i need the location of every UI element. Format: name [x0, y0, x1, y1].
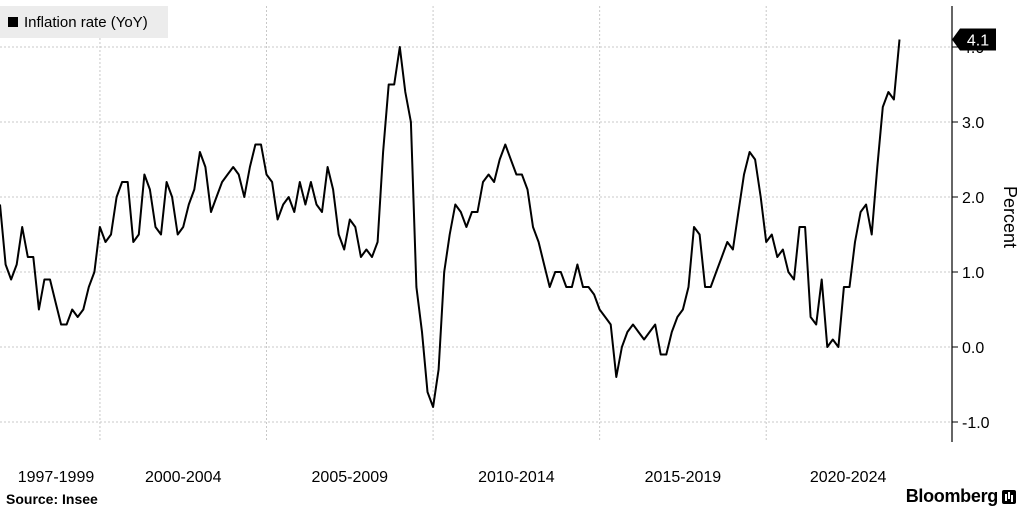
- y-axis: 4.03.02.01.00.0-1.0: [951, 6, 990, 442]
- y-tick-label: 1.0: [962, 265, 984, 282]
- x-tick-label: 2015-2019: [645, 469, 722, 486]
- x-tick-label: 1997-1999: [18, 469, 95, 486]
- legend-label: Inflation rate (YoY): [24, 13, 148, 31]
- last-value-callout: 4.1: [952, 28, 996, 51]
- bloomberg-icon: [1002, 489, 1016, 504]
- x-axis: 1997-1999 2000-2004 2005-2009 2010-2014 2015…: [18, 469, 887, 486]
- y-tick-label: 3.0: [962, 115, 984, 132]
- series-layer: [0, 39, 901, 408]
- brand-name: Bloomberg: [905, 486, 999, 506]
- last-value-label: 4.1: [967, 33, 989, 50]
- x-tick-label: 2010-2014: [478, 469, 555, 486]
- y-tick-label: 2.0: [962, 190, 984, 207]
- y-tick-label: -1.0: [962, 415, 990, 432]
- last-value-tag: [952, 28, 996, 51]
- x-tick-label: 2020-2024: [810, 469, 887, 486]
- x-tick-label: 2005-2009: [312, 469, 389, 486]
- brand-logo: Bloomberg: [906, 486, 1016, 507]
- x-tick-label: 2000-2004: [145, 469, 222, 486]
- y-tick-label: 0.0: [962, 340, 984, 357]
- source-note: Source: Insee: [6, 491, 98, 507]
- legend-swatch: [8, 17, 18, 27]
- legend: Inflation rate (YoY): [0, 6, 168, 38]
- y-axis-label: Percent: [1000, 186, 1020, 248]
- series-line: [0, 39, 901, 408]
- gridlines: [0, 6, 952, 442]
